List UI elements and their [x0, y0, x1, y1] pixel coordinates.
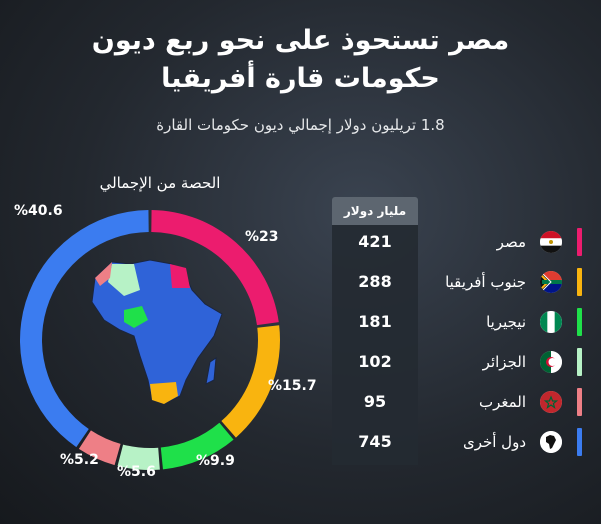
donut-segment-south-africa	[221, 325, 280, 438]
country-name: المغرب	[478, 393, 526, 411]
donut-segment-egypt	[151, 210, 279, 326]
south-africa-flag-icon	[540, 271, 562, 293]
morocco-flag-icon	[540, 391, 562, 413]
share-label-nigeria: %9.9	[196, 453, 235, 469]
africa-map-shape	[91, 259, 223, 405]
madagascar-shape	[205, 357, 217, 385]
row-algeria: 102 الجزائر	[332, 345, 582, 379]
value-cell: 288	[358, 272, 392, 291]
color-bar	[577, 268, 582, 296]
africa-map-icon	[91, 259, 223, 405]
country-name: نيجيريا	[486, 313, 526, 331]
share-label-egypt: %23	[245, 229, 279, 245]
country-name: الجزائر	[482, 353, 526, 371]
page-title: مصر تستحوذ على نحو ربع ديون حكومات قارة …	[0, 22, 601, 98]
color-bar	[577, 308, 582, 336]
title-line-2: حكومات قارة أفريقيا	[161, 63, 440, 94]
country-name: جنوب أفريقيا	[445, 273, 526, 291]
algeria-flag-icon	[540, 351, 562, 373]
title-line-1: مصر تستحوذ على نحو ربع ديون	[91, 25, 510, 56]
row-others: 745 دول أخرى	[332, 425, 582, 459]
value-cell: 181	[358, 312, 392, 331]
row-south-africa: 288 جنوب أفريقيا	[332, 265, 582, 299]
share-label-algeria: %5.6	[117, 464, 156, 480]
color-bar	[577, 428, 582, 456]
africa-map-icon	[540, 431, 562, 453]
country-name: دول أخرى	[462, 433, 526, 451]
table-header: مليار دولار	[332, 197, 418, 225]
value-cell: 745	[358, 432, 392, 451]
algeria-region	[108, 264, 140, 296]
south-africa-region	[150, 382, 178, 404]
row-egypt: 421 مصر	[332, 225, 582, 259]
share-label-south-africa: %15.7	[268, 378, 317, 394]
share-label: الحصة من الإجمالي	[99, 174, 221, 192]
share-label-others: %40.6	[14, 203, 63, 219]
value-cell: 102	[358, 352, 392, 371]
donut-segment-others	[20, 210, 149, 448]
value-column	[332, 225, 418, 465]
country-name: مصر	[496, 233, 526, 251]
nigeria-region	[124, 306, 148, 328]
donut-segments	[20, 210, 280, 471]
row-morocco: 95 المغرب	[332, 385, 582, 419]
donut-chart	[20, 210, 280, 471]
donut-segment-morocco	[78, 430, 121, 466]
egypt-region	[170, 264, 190, 288]
row-nigeria: 181 نيجيريا	[332, 305, 582, 339]
donut-segment-algeria	[117, 444, 160, 471]
value-cell: 95	[363, 392, 387, 411]
color-bar	[577, 228, 582, 256]
color-bar	[577, 388, 582, 416]
share-label-morocco: %5.2	[60, 452, 99, 468]
value-cell: 421	[358, 232, 392, 251]
color-bar	[577, 348, 582, 376]
egypt-flag-icon	[540, 231, 562, 253]
nigeria-flag-icon	[540, 311, 562, 333]
donut-segment-nigeria	[160, 422, 234, 470]
morocco-region	[95, 262, 112, 286]
subtitle: 1.8 تريليون دولار إجمالي ديون حكومات الق…	[156, 116, 445, 134]
